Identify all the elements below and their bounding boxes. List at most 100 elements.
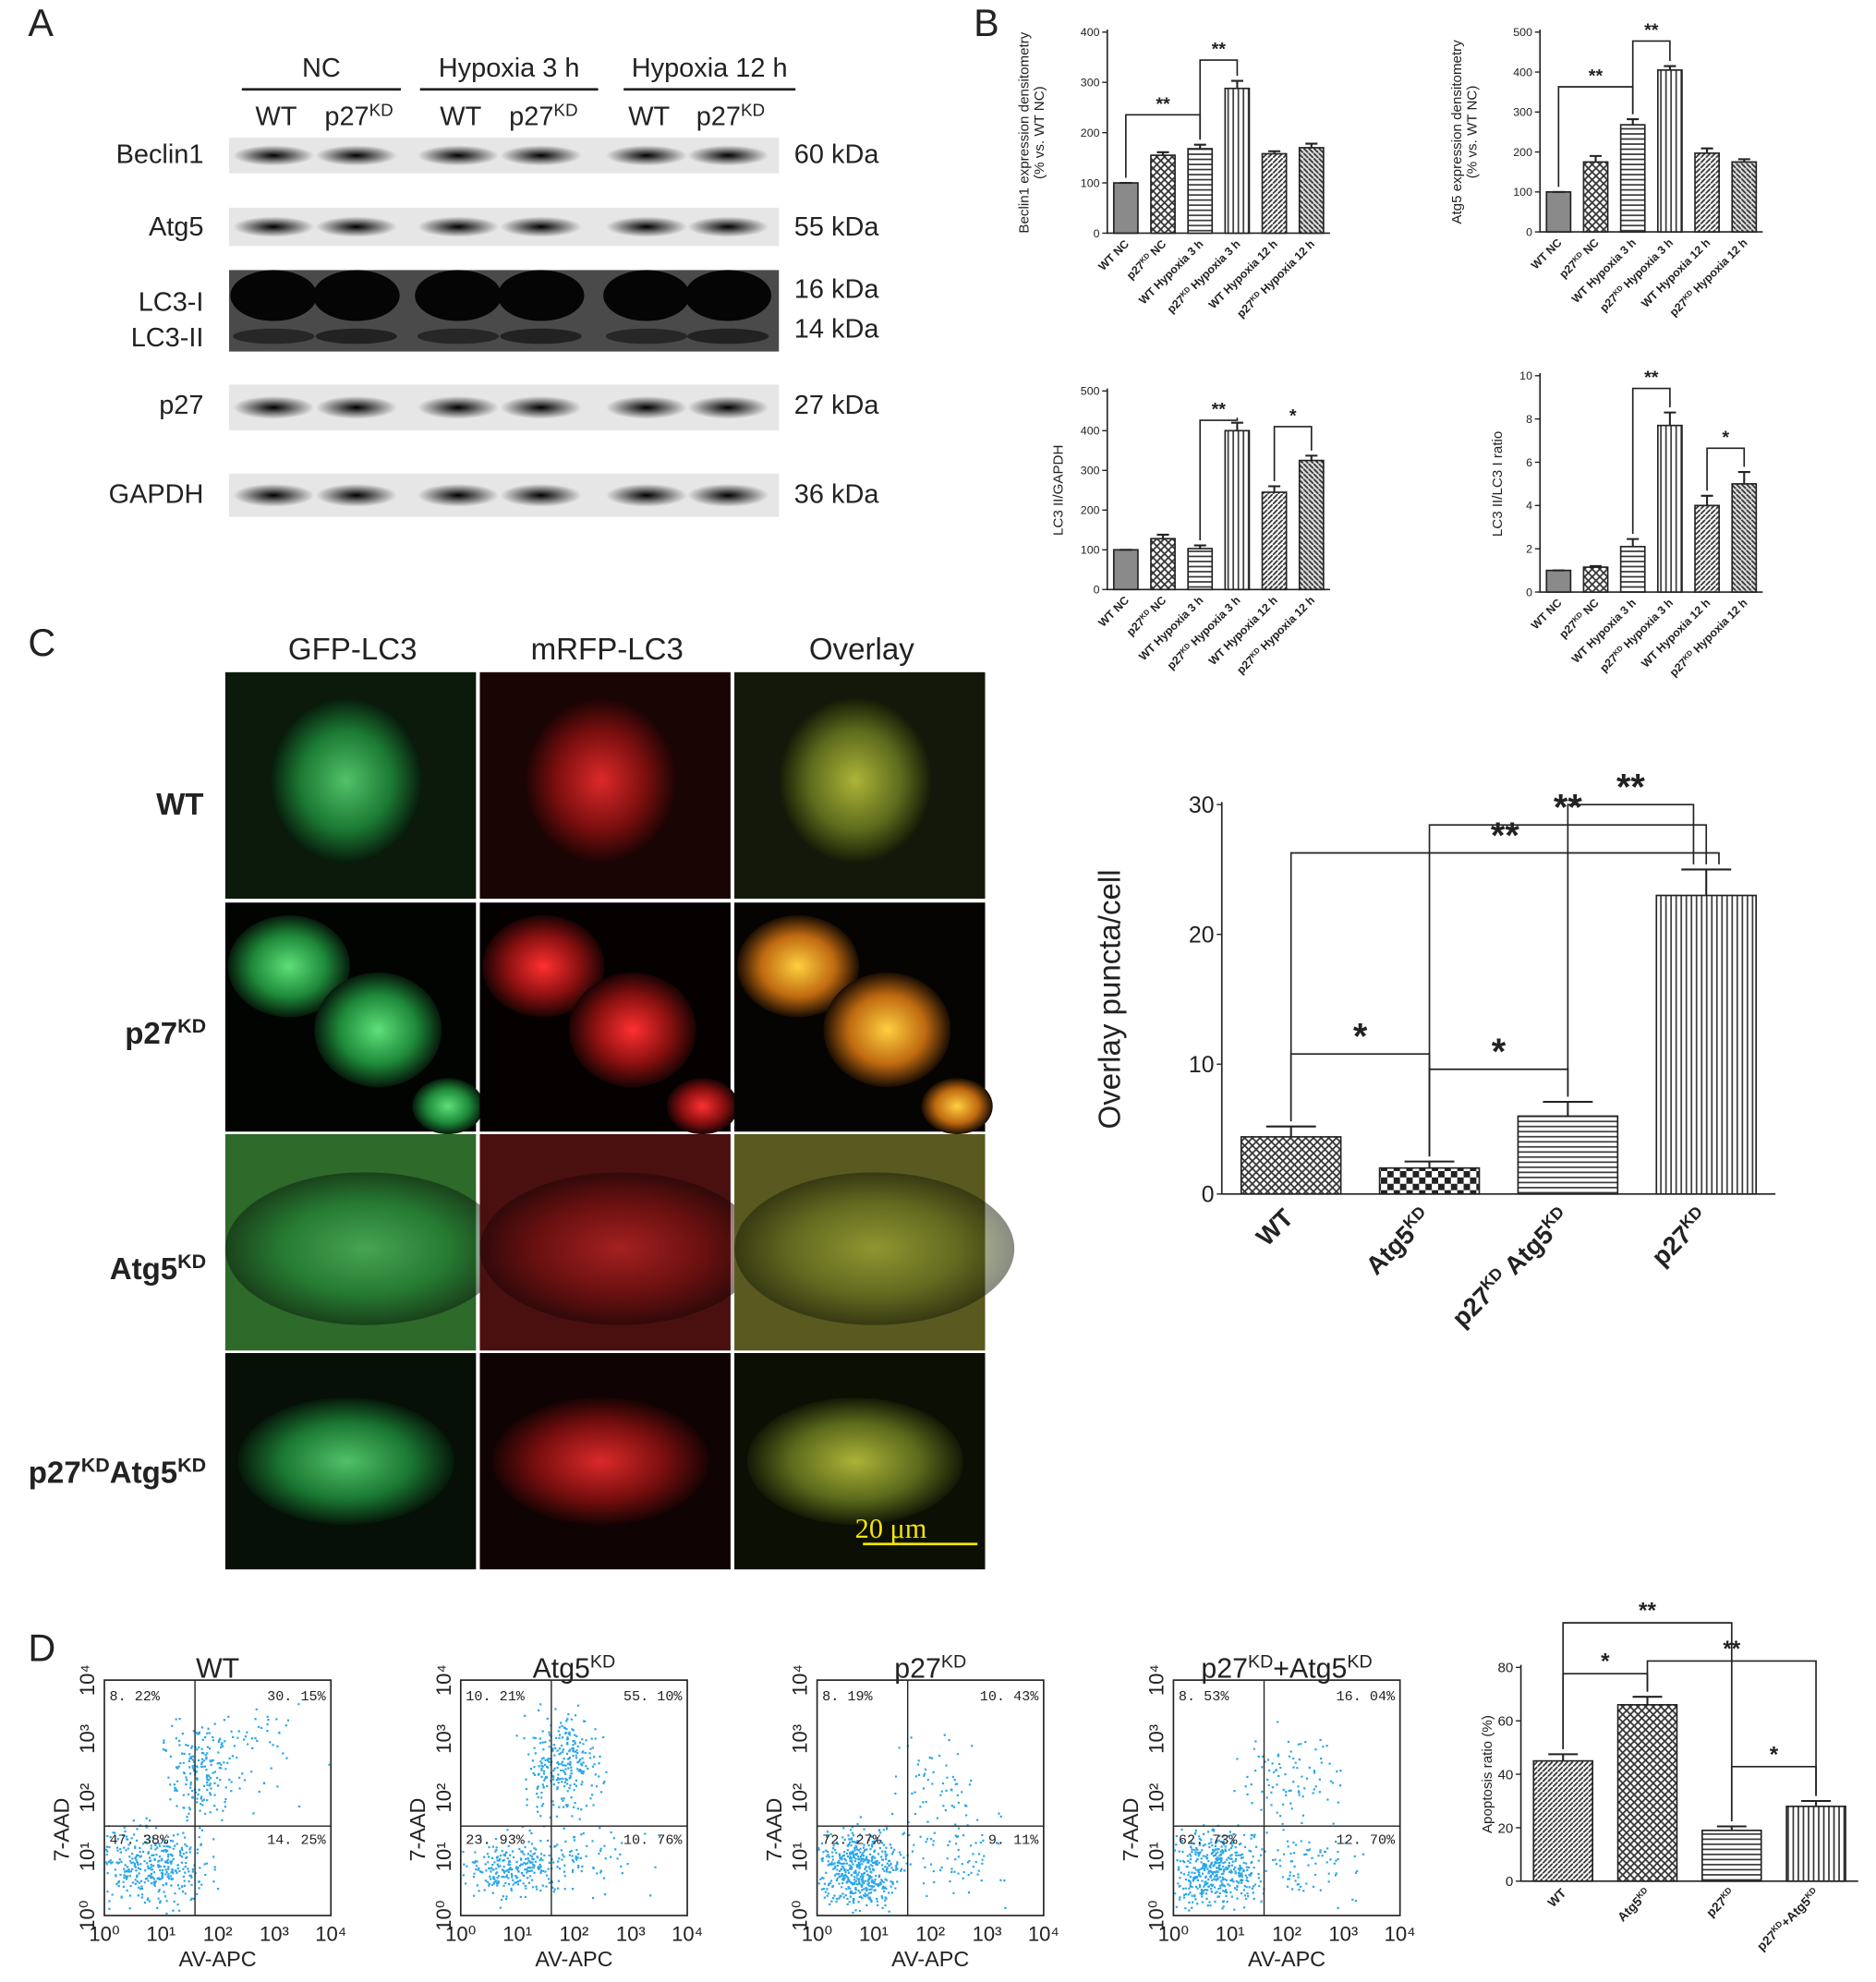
y-tick-label: 10⁴ — [432, 1664, 455, 1696]
bar — [1378, 1166, 1481, 1195]
y-tick-label: 0 — [1094, 584, 1100, 597]
error-bar — [1627, 538, 1640, 547]
y-tick-label: 10² — [1144, 1783, 1168, 1813]
error-bar — [1701, 494, 1713, 506]
significance-bracket — [1199, 417, 1239, 541]
blot-band — [417, 328, 500, 344]
bar — [1616, 1704, 1678, 1882]
y-tick-label: 10 — [1189, 1053, 1215, 1078]
bar — [1112, 182, 1139, 235]
scale-bar-label: 20 μm — [855, 1513, 927, 1544]
error-bar — [1548, 1753, 1579, 1761]
plot-frame — [459, 1679, 688, 1916]
blot-band — [605, 395, 688, 419]
x-tick-label: 10⁰ — [1158, 1923, 1190, 1946]
dot-cloud — [462, 1703, 661, 1909]
cell — [479, 1172, 760, 1325]
significance-bracket — [1273, 426, 1313, 481]
row-label: LC3-II — [131, 323, 204, 353]
y-tick-label: 10⁴ — [76, 1664, 99, 1696]
quadrant-lines — [1173, 1680, 1400, 1916]
row-label: GAPDH — [109, 480, 204, 510]
error-bar — [1305, 142, 1318, 148]
error-bar — [1193, 143, 1206, 150]
bar — [1150, 154, 1176, 235]
blot-band — [687, 395, 769, 419]
error-bar — [1156, 533, 1169, 539]
size-label: 14 kDa — [794, 314, 880, 344]
y-tick-label: 200 — [1081, 127, 1100, 139]
x-tick-label: Atg5KD — [1360, 1202, 1437, 1280]
y-axis-label: 7-AAD — [405, 1798, 430, 1862]
error-bar — [1701, 147, 1713, 153]
y-tick-label: 6 — [1526, 456, 1532, 469]
y-tick-label: 10² — [76, 1783, 99, 1813]
y-tick-label: 300 — [1081, 465, 1100, 477]
error-bar — [1664, 411, 1676, 426]
bar — [1224, 429, 1251, 591]
blot-band — [687, 328, 769, 344]
y-tick-label: 10 — [1519, 369, 1532, 382]
quadrant-percent: 9. 11% — [988, 1831, 1039, 1848]
quadrant-percent: 23. 93% — [466, 1831, 526, 1848]
cell — [823, 973, 951, 1088]
x-tick-label: p27KD Atg5KD — [1446, 1202, 1576, 1333]
blot-band — [233, 328, 315, 344]
x-tick-label: 10¹ — [146, 1923, 175, 1946]
column-header: GFP-LC3 — [288, 633, 418, 667]
x-tick-label: 10² — [560, 1923, 589, 1946]
blot-band — [230, 270, 318, 321]
y-tick-label: 100 — [1081, 176, 1100, 189]
plot-title: p27KD+Atg5KD — [1201, 1651, 1372, 1684]
x-axis-label: AV-APC — [1248, 1947, 1325, 1971]
plot-frame — [1172, 1679, 1401, 1916]
blot-band — [233, 216, 315, 237]
blot-band — [415, 270, 502, 321]
blot-band — [417, 395, 500, 419]
blot-band — [417, 216, 500, 237]
significance-label: ** — [1644, 20, 1659, 41]
bar — [1655, 894, 1757, 1195]
y-tick-label: 400 — [1081, 425, 1100, 438]
x-tick-label: 10⁴ — [1385, 1923, 1416, 1946]
x-tick-label: 10² — [1272, 1923, 1301, 1946]
column-header: Overlay — [809, 633, 914, 667]
cell — [736, 915, 860, 1018]
quadrant-percent: 8. 19% — [822, 1688, 873, 1705]
blot-band — [315, 483, 397, 507]
error-bar — [1404, 1160, 1455, 1168]
x-tick-label: WT NC — [1529, 597, 1565, 633]
y-tick-label: 2 — [1526, 543, 1532, 556]
blot-band — [605, 216, 688, 237]
blot-band — [417, 145, 500, 166]
blot-band — [315, 216, 397, 237]
y-tick-label: 10⁰ — [76, 1900, 99, 1931]
size-label: 27 kDa — [794, 391, 880, 420]
x-axis-label: AV-APC — [179, 1947, 257, 1971]
error-bar — [1716, 1825, 1747, 1831]
significance-bracket — [1631, 387, 1671, 535]
significance-label: ** — [1156, 94, 1170, 115]
y-axis-label: (% vs. WT NC) — [1464, 86, 1480, 179]
lane-label: WT — [440, 102, 481, 131]
y-tick-label: 0 — [1202, 1182, 1215, 1207]
blot-band — [315, 395, 397, 419]
dot-cloud — [104, 1703, 331, 1916]
x-tick-label: WT NC — [1095, 237, 1132, 273]
x-tick-label: WT Hypoxia 12 h — [1206, 594, 1280, 668]
cell — [779, 697, 932, 864]
quadrant-percent: 10. 21% — [466, 1688, 526, 1705]
blot-band — [233, 483, 315, 507]
x-axis-label: AV-APC — [535, 1947, 612, 1971]
bar — [1517, 1115, 1619, 1195]
bar — [1187, 148, 1214, 235]
row-label: Atg5 — [149, 212, 204, 242]
y-axis-label: LC3 II/LC3 I ratio — [1490, 431, 1506, 537]
significance-label: * — [1289, 405, 1297, 426]
error-bar — [1268, 150, 1281, 154]
bar — [1694, 152, 1720, 233]
significance-bracket — [1706, 447, 1746, 491]
plot-frame — [103, 1679, 333, 1916]
lane-label: WT — [628, 102, 670, 131]
x-tick-label: WT NC — [1529, 236, 1565, 272]
